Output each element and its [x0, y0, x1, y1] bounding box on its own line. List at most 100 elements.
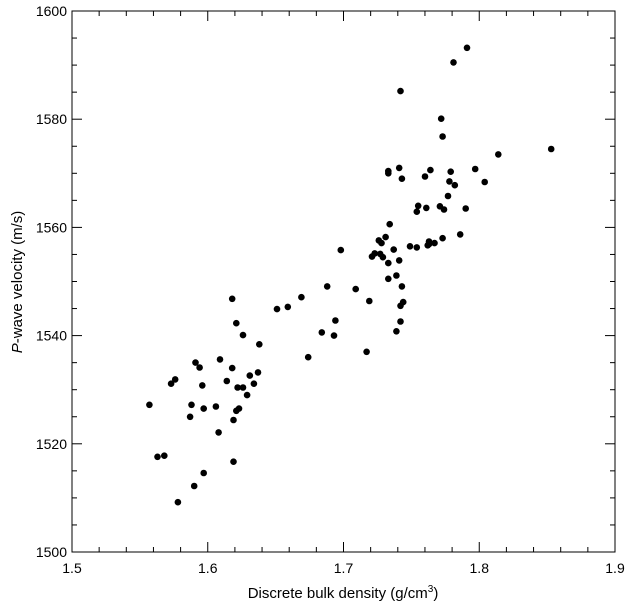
data-point — [171, 376, 179, 383]
x-axis-label-superscript: 3 — [428, 584, 434, 595]
data-point — [385, 170, 392, 177]
data-point — [233, 407, 240, 415]
y-axis-label-italic: P — [9, 343, 26, 353]
data-point — [423, 204, 430, 212]
data-point — [228, 364, 236, 372]
data-point — [471, 165, 479, 173]
data-point — [398, 283, 406, 290]
data-point — [330, 332, 338, 339]
data-point — [421, 173, 429, 180]
data-point — [188, 401, 195, 409]
data-point — [437, 115, 445, 122]
data-point — [385, 275, 392, 283]
data-point — [304, 353, 312, 361]
y-tick-labels: 1500 1520 1540 1560 1580 1600 — [36, 3, 67, 560]
data-point — [397, 87, 404, 95]
data-point — [323, 283, 331, 290]
data-point — [200, 405, 207, 412]
data-point — [318, 329, 326, 336]
data-point — [161, 452, 168, 460]
data-point — [395, 257, 403, 264]
data-point — [439, 133, 446, 140]
data-point — [230, 458, 237, 466]
data-point — [243, 391, 251, 399]
plot-frame — [71, 10, 616, 553]
data-point — [186, 413, 194, 421]
x-axis-label: Discrete bulk density (g/cm3) — [248, 584, 439, 602]
data-point — [167, 380, 175, 388]
data-point — [254, 369, 262, 376]
data-point — [495, 151, 502, 158]
x-tick-label: 1.8 — [470, 560, 490, 576]
data-point — [200, 469, 207, 477]
data-point — [413, 208, 421, 215]
data-point — [450, 59, 457, 66]
data-point — [446, 178, 453, 185]
data-point — [397, 302, 404, 310]
data-point — [192, 359, 199, 366]
data-point — [216, 356, 224, 363]
data-point — [463, 44, 471, 52]
data-point — [447, 168, 455, 175]
data-point — [273, 305, 281, 313]
data-point — [223, 377, 231, 385]
data-point — [212, 403, 220, 410]
x-tick-labels: 1.5 1.6 1.7 1.8 1.9 — [62, 560, 625, 576]
y-tick-label: 1520 — [36, 436, 67, 452]
data-point — [174, 498, 182, 506]
data-point — [239, 384, 247, 391]
data-point — [439, 234, 446, 242]
data-point — [397, 318, 404, 325]
data-point — [398, 175, 406, 182]
x-tick-label: 1.7 — [334, 560, 354, 576]
y-axis-label: P-wave velocity (m/s) — [9, 211, 26, 354]
data-point — [284, 303, 292, 311]
x-tick-label: 1.5 — [62, 560, 82, 576]
data-point — [393, 272, 400, 279]
y-tick-label: 1540 — [36, 328, 67, 344]
data-point — [444, 192, 452, 200]
data-point — [385, 259, 392, 267]
data-point — [393, 328, 400, 335]
data-point — [337, 246, 345, 254]
data-point — [382, 233, 389, 241]
data-point — [366, 297, 373, 305]
data-point — [547, 145, 555, 153]
data-point — [352, 285, 360, 293]
data-point — [440, 206, 448, 213]
data-points — [146, 44, 555, 506]
data-point — [456, 231, 464, 238]
data-point — [298, 293, 305, 301]
x-tick-label: 1.6 — [198, 560, 218, 576]
data-point — [462, 205, 470, 212]
data-point — [386, 220, 394, 228]
data-point — [451, 181, 459, 189]
data-point — [154, 453, 161, 461]
data-point — [250, 380, 258, 388]
data-point — [190, 482, 198, 490]
data-point — [228, 295, 236, 303]
data-point — [239, 331, 247, 339]
data-point — [246, 372, 254, 379]
data-point — [395, 164, 403, 172]
data-point — [414, 202, 422, 210]
tick-marks — [71, 10, 616, 553]
y-tick-label: 1600 — [36, 3, 67, 19]
data-point — [234, 384, 241, 391]
data-point — [406, 243, 414, 250]
data-point — [230, 416, 237, 424]
y-tick-label: 1580 — [36, 111, 67, 127]
data-point — [255, 341, 263, 348]
data-point — [196, 364, 203, 371]
data-point — [413, 244, 421, 251]
data-point — [390, 246, 398, 253]
data-point — [378, 239, 385, 247]
data-point — [332, 317, 339, 324]
y-tick-label: 1500 — [36, 544, 67, 560]
data-point — [368, 253, 376, 260]
x-tick-label: 1.9 — [605, 560, 625, 576]
data-point — [146, 401, 153, 409]
data-point — [233, 319, 240, 327]
data-point — [215, 429, 222, 436]
